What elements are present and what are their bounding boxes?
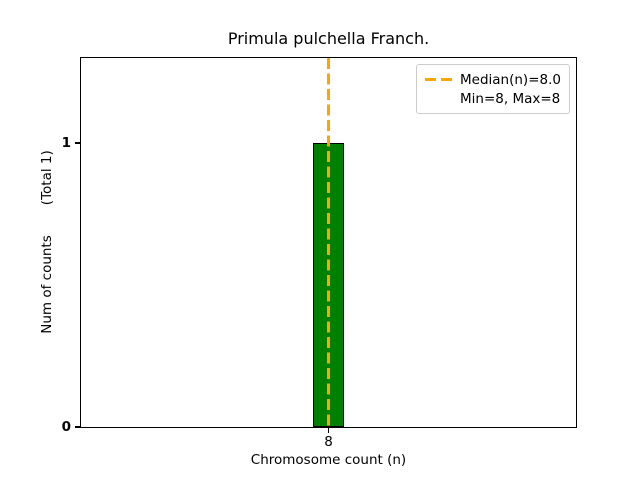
y-tick-label-0: 0 xyxy=(61,419,71,435)
legend-median-label: Median(n)=8.0 xyxy=(460,71,561,88)
chart-title: Primula pulchella Franch. xyxy=(227,29,430,48)
median-line xyxy=(327,58,330,427)
dashed-line-icon xyxy=(425,78,452,81)
x-tick-label-8: 8 xyxy=(324,434,333,450)
legend-minmax-label: Min=8, Max=8 xyxy=(460,90,561,107)
y-tick-mark xyxy=(75,142,80,144)
x-tick-mark xyxy=(327,428,330,433)
plot-area: Median(n)=8.0 Min=8, Max=8 xyxy=(80,57,577,428)
legend-entry-median: Median(n)=8.0 xyxy=(425,70,561,89)
empty-handle xyxy=(425,97,452,100)
y-tick-mark xyxy=(75,426,80,428)
legend: Median(n)=8.0 Min=8, Max=8 xyxy=(416,64,570,114)
y-tick-label-1: 1 xyxy=(61,135,71,152)
y-axis-label: Num of counts (Total 1) xyxy=(39,150,55,334)
x-axis-label: Chromosome count (n) xyxy=(250,452,407,468)
legend-entry-minmax: Min=8, Max=8 xyxy=(425,89,561,108)
